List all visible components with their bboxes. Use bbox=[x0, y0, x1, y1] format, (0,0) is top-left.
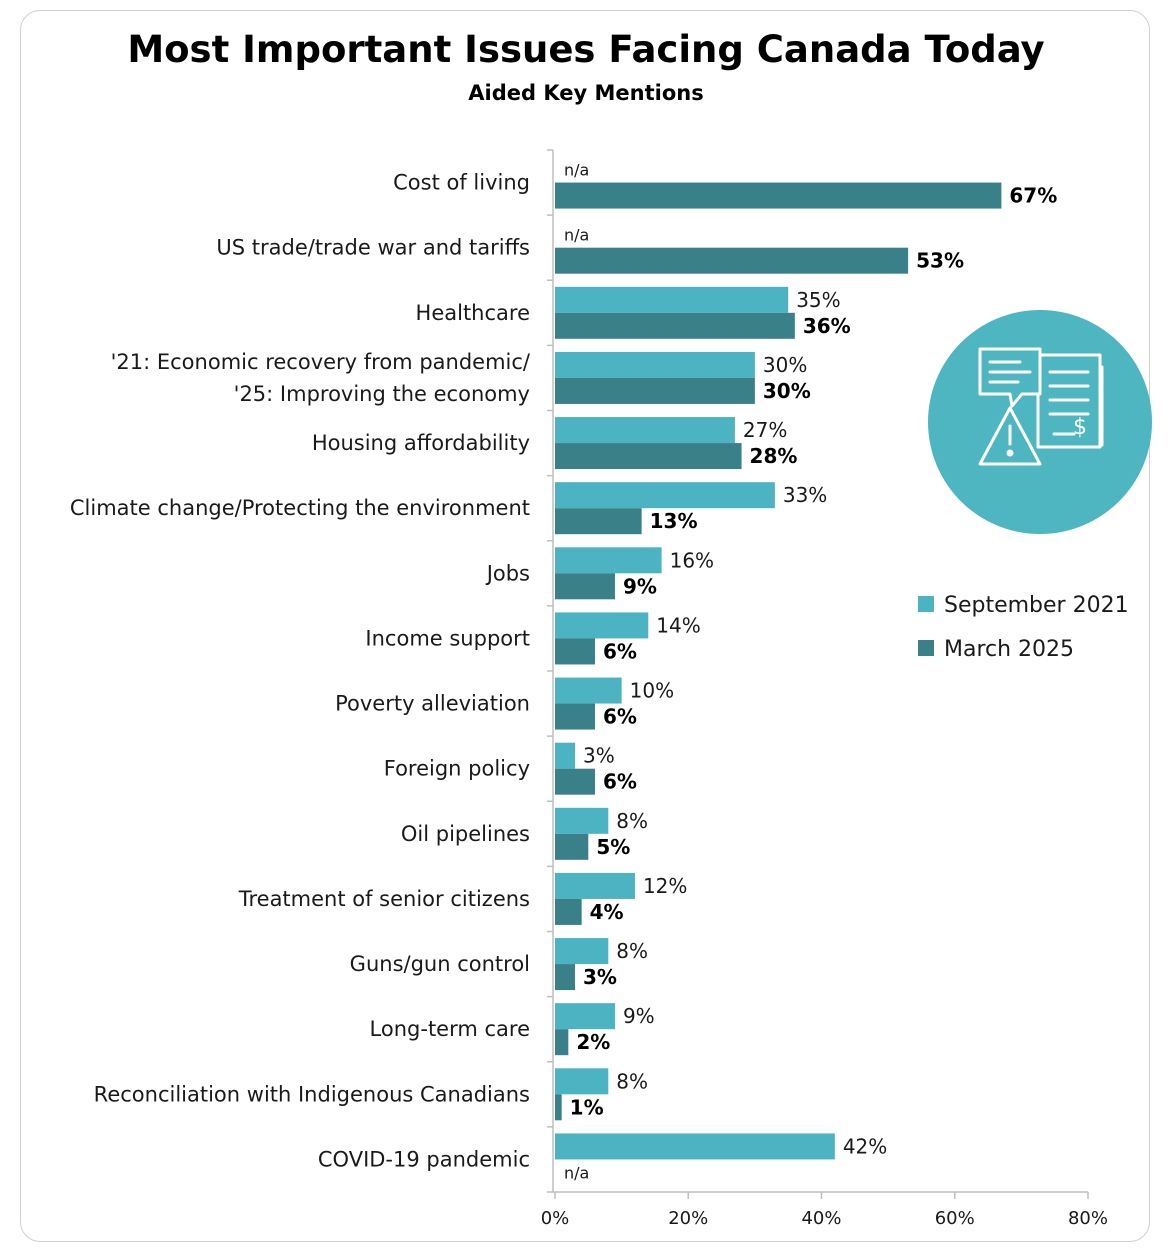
data-label: 27% bbox=[743, 418, 787, 442]
bar-september-2021 bbox=[555, 286, 789, 313]
alert-document-dollar-icon: $ bbox=[928, 310, 1152, 534]
bars-layer bbox=[555, 182, 1002, 1160]
data-label: 30% bbox=[763, 379, 811, 403]
data-label: 9% bbox=[623, 574, 657, 598]
bar-september-2021 bbox=[555, 807, 609, 834]
svg-text:$: $ bbox=[1073, 415, 1087, 440]
legend-swatch bbox=[918, 596, 934, 612]
category-label: Housing affordability bbox=[312, 431, 530, 455]
bar-march-2025 bbox=[555, 573, 615, 600]
data-label: 30% bbox=[763, 353, 807, 377]
na-label: n/a bbox=[564, 161, 589, 180]
category-label: Treatment of senior citizens bbox=[238, 887, 530, 911]
bar-march-2025 bbox=[555, 247, 909, 274]
bar-march-2025 bbox=[555, 1029, 569, 1056]
category-label: '21: Economic recovery from pandemic/ bbox=[111, 350, 531, 374]
data-label: 10% bbox=[630, 679, 674, 703]
bar-march-2025 bbox=[555, 898, 582, 925]
category-label: Poverty alleviation bbox=[335, 692, 530, 716]
bar-september-2021 bbox=[555, 1068, 609, 1095]
chart-subtitle: Aided Key Mentions bbox=[468, 81, 703, 105]
data-label: 14% bbox=[656, 613, 700, 637]
bar-september-2021 bbox=[555, 612, 649, 639]
data-label: 36% bbox=[803, 314, 851, 338]
category-label: Income support bbox=[365, 626, 530, 650]
bar-september-2021 bbox=[555, 417, 735, 444]
data-label: 13% bbox=[650, 509, 698, 533]
x-tick-label: 20% bbox=[668, 1208, 708, 1229]
data-label: 8% bbox=[616, 1069, 648, 1093]
bar-september-2021 bbox=[555, 1133, 835, 1160]
bar-march-2025 bbox=[555, 833, 589, 860]
category-label: Cost of living bbox=[393, 171, 530, 195]
category-label: US trade/trade war and tariffs bbox=[216, 236, 530, 260]
category-label: Oil pipelines bbox=[401, 822, 530, 846]
data-label: 67% bbox=[1009, 184, 1057, 208]
data-label: 8% bbox=[616, 939, 648, 963]
data-label: 5% bbox=[596, 835, 630, 859]
data-label: 4% bbox=[590, 900, 624, 924]
data-label: 3% bbox=[583, 744, 615, 768]
bar-march-2025 bbox=[555, 768, 595, 795]
category-label: Guns/gun control bbox=[350, 952, 530, 976]
bar-march-2025 bbox=[555, 703, 595, 730]
bar-september-2021 bbox=[555, 677, 622, 704]
legend: September 2021 March 2025 bbox=[918, 593, 1129, 662]
category-label: Foreign policy bbox=[384, 757, 530, 781]
data-label: 6% bbox=[603, 770, 637, 794]
data-label: 3% bbox=[583, 965, 617, 989]
bar-september-2021 bbox=[555, 938, 609, 965]
axis-layer bbox=[547, 149, 1089, 1199]
data-label: 1% bbox=[570, 1095, 604, 1119]
legend-swatch bbox=[918, 640, 934, 656]
data-label: 2% bbox=[576, 1030, 610, 1054]
bar-september-2021 bbox=[555, 872, 635, 899]
bar-march-2025 bbox=[555, 312, 795, 339]
data-label: 42% bbox=[843, 1134, 887, 1158]
data-label: 6% bbox=[603, 705, 637, 729]
category-label: COVID-19 pandemic bbox=[318, 1147, 530, 1171]
category-label: '25: Improving the economy bbox=[234, 382, 530, 406]
bar-march-2025 bbox=[555, 377, 755, 404]
category-label: Climate change/Protecting the environmen… bbox=[70, 496, 530, 520]
data-label: 8% bbox=[616, 809, 648, 833]
x-tick-label: 60% bbox=[935, 1208, 975, 1229]
bar-september-2021 bbox=[555, 1003, 615, 1030]
bar-march-2025 bbox=[555, 964, 575, 991]
category-label: Healthcare bbox=[416, 301, 530, 325]
legend-label: September 2021 bbox=[944, 593, 1129, 618]
chart-title: Most Important Issues Facing Canada Toda… bbox=[127, 28, 1044, 71]
x-tick-label: 40% bbox=[801, 1208, 841, 1229]
x-tick-label: 80% bbox=[1068, 1208, 1108, 1229]
bar-march-2025 bbox=[555, 1094, 562, 1121]
bar-march-2025 bbox=[555, 508, 642, 535]
data-label: 12% bbox=[643, 874, 687, 898]
data-label: 9% bbox=[623, 1004, 655, 1028]
labels-layer: 0% 20% 40% 60% 80% Cost of living n/a 67% US tra… bbox=[70, 161, 1108, 1229]
bar-september-2021 bbox=[555, 482, 775, 509]
bar-september-2021 bbox=[555, 351, 755, 378]
na-label: n/a bbox=[564, 1163, 589, 1182]
category-label: Jobs bbox=[485, 561, 530, 585]
bar-september-2021 bbox=[555, 742, 575, 769]
data-label: 28% bbox=[750, 444, 798, 468]
data-label: 53% bbox=[916, 249, 964, 273]
data-label: 33% bbox=[783, 483, 827, 507]
bar-march-2025 bbox=[555, 443, 742, 470]
category-label: Reconciliation with Indigenous Canadians bbox=[94, 1082, 530, 1106]
na-label: n/a bbox=[564, 226, 589, 245]
bar-march-2025 bbox=[555, 182, 1002, 209]
x-tick-label: 0% bbox=[541, 1208, 570, 1229]
category-label: Long-term care bbox=[370, 1017, 530, 1041]
legend-label: March 2025 bbox=[944, 637, 1074, 662]
bar-march-2025 bbox=[555, 638, 595, 665]
data-label: 35% bbox=[796, 288, 840, 312]
data-label: 16% bbox=[670, 548, 714, 572]
data-label: 6% bbox=[603, 639, 637, 663]
bar-september-2021 bbox=[555, 547, 662, 574]
